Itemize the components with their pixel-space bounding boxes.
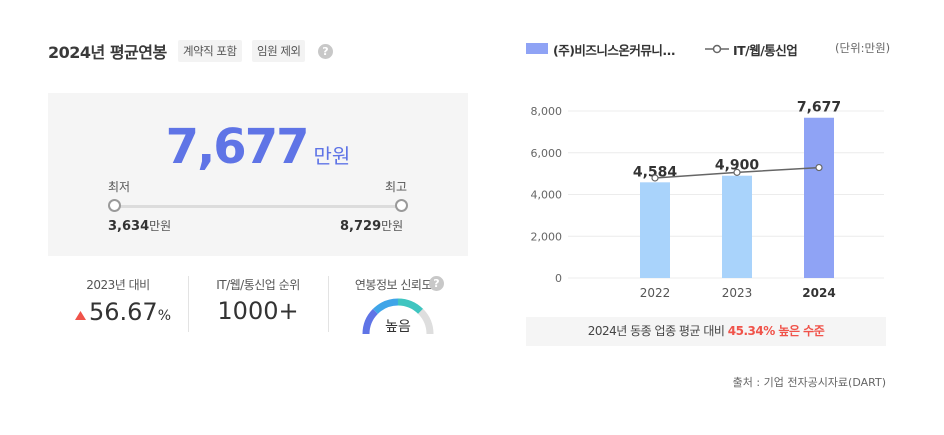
- tag-executive-excluded: 임원 제외: [252, 40, 306, 62]
- stat-divider: [328, 276, 329, 332]
- x-tick-label: 2023: [722, 286, 753, 300]
- bar-2022: [640, 182, 670, 278]
- question-circle-icon[interactable]: ?: [429, 276, 444, 291]
- max-salary: 8,729만원: [340, 217, 403, 234]
- reliability-gauge: [362, 298, 434, 335]
- y-tick-label: 4,000: [531, 189, 563, 202]
- max-salary-value: 8,729: [340, 219, 382, 234]
- max-label: 최고: [385, 180, 408, 194]
- x-tick-label: 2024: [802, 286, 835, 300]
- salary-bar-chart: 0 2,000 4,000 6,000 8,000 4,584 2022 4,900 2023 7…: [531, 100, 884, 300]
- gauge-segment-1: [362, 308, 379, 335]
- min-salary: 3,634만원: [108, 217, 171, 234]
- y-tick-label: 0: [555, 272, 562, 285]
- legend-industry-line-icon: [705, 44, 729, 54]
- tag-contract-included: 계약직 포함: [178, 40, 242, 62]
- question-circle-icon[interactable]: ?: [318, 44, 333, 59]
- yoy-value: 56.67: [88, 298, 158, 326]
- section-title: 2024년 평균연봉: [48, 43, 167, 62]
- bar-value-label: 4,584: [633, 164, 678, 180]
- min-salary-value: 3,634: [108, 219, 150, 234]
- comparison-text: 2024년 동종 업종 평균 대비: [587, 324, 725, 338]
- rank-label: IT/웹/통신업 순위: [216, 278, 300, 292]
- up-triangle-icon: [74, 311, 86, 320]
- comparison-highlight: 45.34% 높은 수준: [727, 324, 825, 338]
- x-tick-label: 2022: [640, 286, 671, 300]
- reliability-label: 연봉정보 신뢰도: [354, 278, 433, 292]
- range-min-handle: [108, 199, 121, 212]
- gauge-segment-4: [417, 308, 434, 335]
- y-tick-label: 2,000: [531, 230, 563, 243]
- legend-industry-label: IT/웹/통신업: [733, 43, 798, 58]
- average-salary-value: 7,677: [165, 119, 310, 175]
- rank-value: 1000+: [217, 297, 299, 325]
- data-source: 출처 : 기업 전자공시자료(DART): [732, 376, 886, 389]
- yoy-label: 2023년 대비: [86, 278, 150, 292]
- bar-value-label: 7,677: [797, 100, 841, 116]
- legend-company-label: (주)비즈니스온커뮤니...: [553, 43, 676, 58]
- min-salary-unit: 만원: [149, 219, 172, 233]
- bar-2024: [804, 117, 834, 279]
- yoy-change: 56.67%: [68, 298, 178, 326]
- gauge-segment-2: [372, 298, 399, 315]
- industry-average-point: [815, 163, 823, 172]
- range-max-handle: [395, 199, 408, 212]
- legend-company-swatch: [526, 43, 548, 54]
- average-salary-unit: 만원: [313, 144, 351, 168]
- bar-value-label: 4,900: [715, 158, 760, 174]
- max-salary-unit: 만원: [381, 219, 404, 233]
- bar-2023: [722, 175, 752, 278]
- unit-note: (단위:만원): [835, 41, 891, 55]
- industry-comparison: 2024년 동종 업종 평균 대비 45.34% 높은 수준: [526, 317, 886, 346]
- reliability-value: 높음: [385, 319, 411, 335]
- y-tick-label: 6,000: [531, 147, 563, 160]
- min-label: 최저: [108, 180, 131, 194]
- y-tick-label: 8,000: [531, 105, 563, 118]
- salary-range-track: [114, 205, 402, 208]
- yoy-unit: %: [157, 308, 172, 324]
- salary-summary-box: 7,677 만원 최저 최고 3,634만원 8,729만원: [48, 93, 468, 256]
- gauge-segment-3: [397, 298, 424, 315]
- stat-divider: [188, 276, 189, 332]
- industry-average-point: [651, 174, 659, 182]
- average-salary: 7,677 만원: [48, 119, 468, 175]
- industry-average-point: [733, 168, 741, 176]
